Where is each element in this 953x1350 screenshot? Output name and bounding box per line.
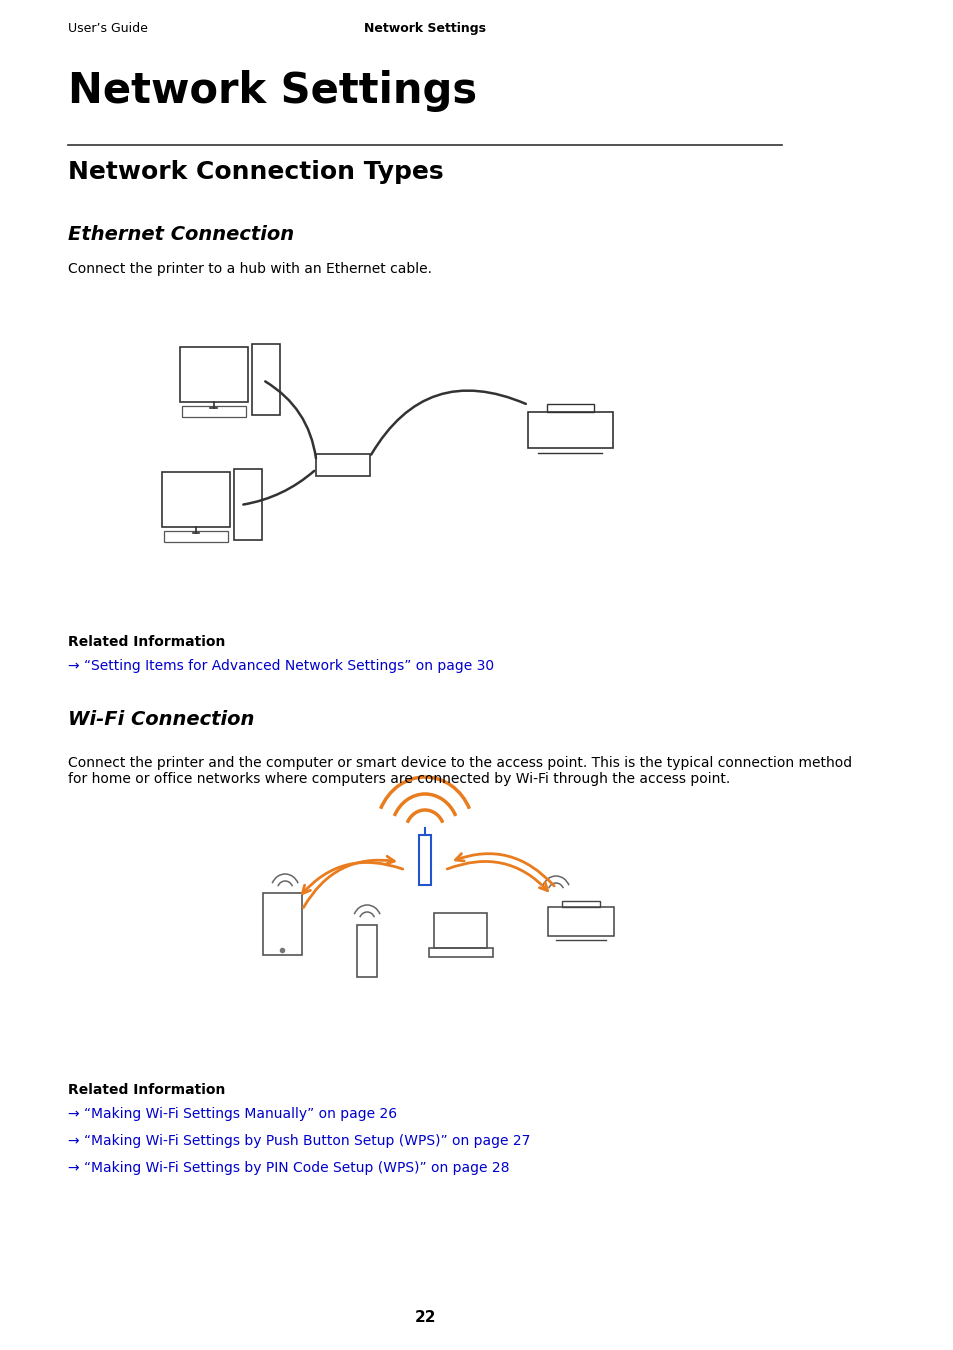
Bar [527,412,612,447]
Bar [234,468,261,540]
Text: → “Making Wi-Fi Settings Manually” on page 26: → “Making Wi-Fi Settings Manually” on pa… [68,1107,396,1120]
Text: → “Setting Items for Advanced Network Settings” on page 30: → “Setting Items for Advanced Network Se… [68,659,494,674]
Bar [418,836,431,886]
Text: Connect the printer and the computer or smart device to the access point. This i: Connect the printer and the computer or … [68,756,851,786]
Text: 22: 22 [414,1310,436,1324]
Bar [434,913,487,948]
Text: Connect the printer to a hub with an Ethernet cable.: Connect the printer to a hub with an Eth… [68,262,432,275]
Bar [428,948,493,957]
Bar [252,344,279,416]
Bar [357,925,376,977]
Bar [547,907,614,936]
Text: Network Settings: Network Settings [364,22,485,35]
Text: → “Making Wi-Fi Settings by Push Button Setup (WPS)” on page 27: → “Making Wi-Fi Settings by Push Button … [68,1134,530,1148]
Bar [164,531,228,541]
Text: Network Connection Types: Network Connection Types [68,161,443,184]
Bar [561,902,599,907]
Text: → “Making Wi-Fi Settings by PIN Code Setup (WPS)” on page 28: → “Making Wi-Fi Settings by PIN Code Set… [68,1161,509,1174]
Text: Related Information: Related Information [68,634,225,649]
Text: Ethernet Connection: Ethernet Connection [68,225,294,244]
Bar [263,892,302,954]
Text: Wi-Fi Connection: Wi-Fi Connection [68,710,254,729]
Bar [182,406,246,417]
Bar [162,471,230,526]
Bar [316,454,370,477]
Text: User’s Guide: User’s Guide [68,22,148,35]
Text: Network Settings: Network Settings [68,70,476,112]
Bar [179,347,248,401]
Text: Related Information: Related Information [68,1083,225,1098]
Bar [546,404,594,412]
